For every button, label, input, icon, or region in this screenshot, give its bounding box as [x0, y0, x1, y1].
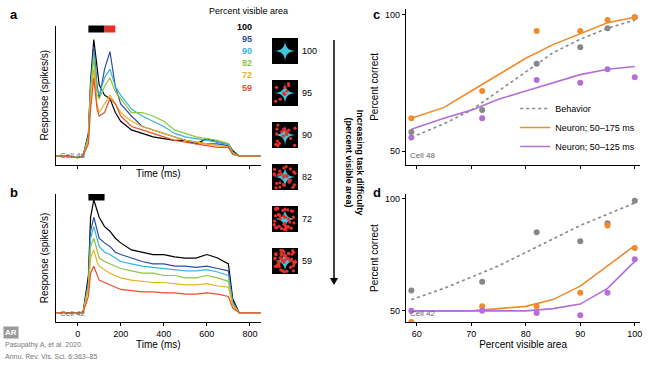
svg-text:100: 100: [385, 10, 400, 20]
svg-text:59: 59: [302, 256, 312, 266]
svg-text:800: 800: [242, 329, 257, 339]
svg-text:72: 72: [302, 214, 312, 224]
svg-text:Neuron; 50–175 ms: Neuron; 50–175 ms: [555, 123, 635, 133]
svg-text:100: 100: [627, 329, 642, 339]
svg-text:90: 90: [242, 46, 252, 56]
svg-text:Increasing task difficulty(per: Increasing task difficulty(percent visib…: [344, 110, 365, 216]
svg-text:Cell 42: Cell 42: [60, 309, 85, 318]
svg-text:Percent correct: Percent correct: [369, 224, 380, 292]
svg-text:Response (spikes/s): Response (spikes/s): [39, 50, 50, 141]
svg-text:AR: AR: [5, 328, 17, 337]
svg-text:200: 200: [113, 329, 128, 339]
svg-text:100: 100: [237, 22, 252, 32]
svg-text:Percent visible area: Percent visible area: [479, 339, 567, 350]
svg-text:70: 70: [466, 329, 476, 339]
svg-text:Response (spikes/s): Response (spikes/s): [39, 213, 50, 304]
svg-text:400: 400: [156, 329, 171, 339]
svg-text:80: 80: [521, 329, 531, 339]
svg-text:Cell 42: Cell 42: [410, 309, 435, 318]
svg-text:82: 82: [242, 58, 252, 68]
svg-text:Pasupathy A, et al. 2020.: Pasupathy A, et al. 2020.: [5, 341, 83, 349]
svg-text:50: 50: [390, 306, 400, 316]
svg-text:Annu. Rev. Vis. Sci. 6:363–85: Annu. Rev. Vis. Sci. 6:363–85: [5, 353, 97, 360]
svg-text:100: 100: [385, 194, 400, 204]
svg-text:Time (ms): Time (ms): [136, 168, 181, 179]
svg-text:90: 90: [302, 130, 312, 140]
svg-text:95: 95: [302, 88, 312, 98]
svg-text:60: 60: [412, 329, 422, 339]
svg-text:59: 59: [242, 83, 252, 93]
svg-text:0: 0: [75, 329, 80, 339]
svg-text:b: b: [10, 185, 18, 200]
svg-text:Percent correct: Percent correct: [369, 53, 380, 121]
svg-text:Behavior: Behavior: [555, 104, 591, 114]
svg-text:Cell 48: Cell 48: [60, 151, 85, 160]
svg-text:Time (ms): Time (ms): [136, 339, 181, 350]
svg-text:72: 72: [242, 70, 252, 80]
svg-text:90: 90: [575, 329, 585, 339]
svg-text:50: 50: [390, 146, 400, 156]
svg-text:Neuron; 50–125 ms: Neuron; 50–125 ms: [555, 142, 635, 152]
svg-text:Cell 48: Cell 48: [410, 151, 435, 160]
svg-text:95: 95: [242, 34, 252, 44]
svg-text:600: 600: [199, 329, 214, 339]
svg-text:c: c: [373, 7, 380, 22]
svg-text:a: a: [10, 7, 18, 22]
svg-text:Percent visible area: Percent visible area: [209, 6, 288, 16]
svg-text:d: d: [373, 185, 381, 200]
svg-text:82: 82: [302, 172, 312, 182]
svg-text:100: 100: [302, 46, 317, 56]
